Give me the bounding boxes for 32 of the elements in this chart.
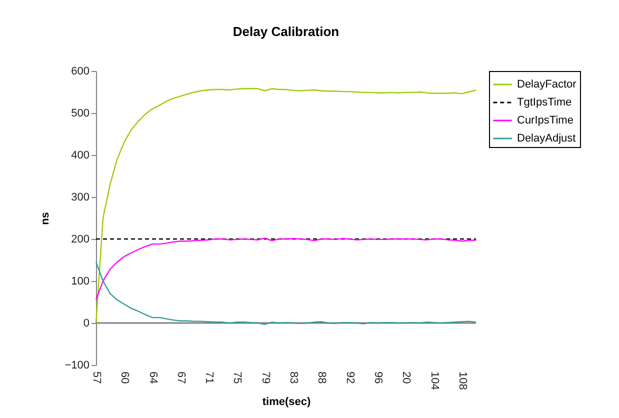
x-tick-label: 67 xyxy=(174,372,187,384)
y-tick-label: 500 xyxy=(71,108,90,120)
legend-label: TgtIpsTime xyxy=(517,96,572,108)
y-tick-label: 100 xyxy=(71,276,90,288)
y-tick-label: 600 xyxy=(71,66,90,78)
y-axis-title: ns xyxy=(40,212,52,225)
x-tick-label: 79 xyxy=(259,372,272,384)
x-axis-title: time(sec) xyxy=(262,396,311,408)
y-tick-label: 300 xyxy=(71,192,90,204)
y-tick-label: 400 xyxy=(71,150,90,162)
y-tick-label: 0 xyxy=(83,318,90,330)
legend-label: DelayFactor xyxy=(517,78,577,90)
chart-title: Delay Calibration xyxy=(232,24,340,39)
y-tick-label: −100 xyxy=(64,360,90,372)
x-tick-label: 108 xyxy=(456,372,468,390)
x-tick-label: 60 xyxy=(118,372,131,384)
x-tick-label: 20 xyxy=(400,372,412,384)
legend-label: CurIpsTime xyxy=(517,114,574,126)
line-series xyxy=(95,88,477,324)
x-tick-label: 96 xyxy=(372,372,384,384)
x-tick-label: 104 xyxy=(428,372,440,390)
line-series xyxy=(95,238,477,300)
x-tick-label: 57 xyxy=(90,372,102,384)
x-tick-label: 92 xyxy=(344,372,356,384)
legend-label: DelayAdjust xyxy=(517,132,576,144)
x-tick-label: 88 xyxy=(316,372,328,384)
x-tick-label: 83 xyxy=(288,372,300,384)
x-tick-label: 75 xyxy=(231,372,244,384)
line-series xyxy=(95,262,477,325)
x-tick-label: 64 xyxy=(146,372,159,384)
x-tick-label: 71 xyxy=(203,372,216,384)
y-tick-label: 200 xyxy=(71,234,90,246)
